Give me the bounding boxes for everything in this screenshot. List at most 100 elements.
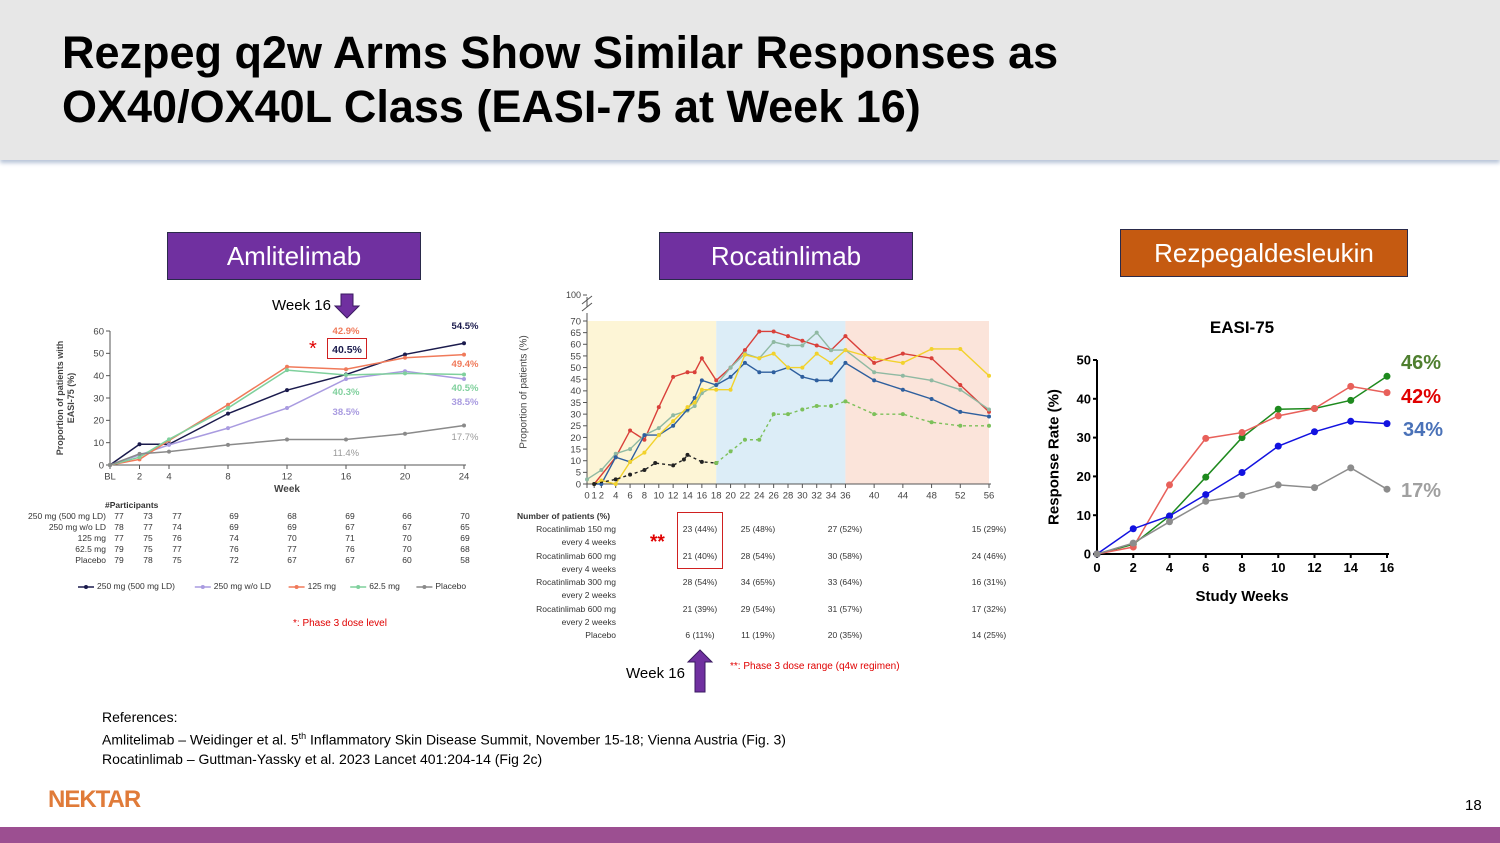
data-point bbox=[786, 343, 790, 348]
data-point bbox=[167, 449, 171, 454]
x-tick-label: 8 bbox=[1238, 560, 1245, 575]
y-tick-label: 0 bbox=[1084, 547, 1091, 562]
data-point bbox=[742, 360, 747, 365]
data-point bbox=[167, 442, 171, 447]
label-625-w16: 40.3% bbox=[332, 387, 360, 398]
y-tick-label: 100 bbox=[566, 290, 581, 300]
data-point bbox=[285, 388, 289, 393]
data-point bbox=[929, 397, 934, 402]
data-point bbox=[681, 457, 686, 462]
data-point bbox=[137, 442, 142, 447]
data-point bbox=[653, 461, 658, 466]
participants-cell: 74 bbox=[229, 533, 239, 543]
data-point bbox=[1383, 485, 1391, 493]
roca-cell: 21 (39%) bbox=[682, 603, 718, 614]
data-point bbox=[1166, 512, 1173, 520]
data-point bbox=[929, 420, 934, 425]
participants-cell: 68 bbox=[287, 511, 297, 521]
participants-cell: 69 bbox=[287, 522, 297, 532]
data-point bbox=[613, 455, 618, 460]
data-point bbox=[900, 412, 905, 417]
rezpeg-header: Rezpegaldesleukin bbox=[1120, 229, 1408, 277]
data-point bbox=[843, 334, 848, 339]
data-point bbox=[829, 360, 834, 365]
roca-cell: 29 (54%) bbox=[740, 603, 776, 614]
x-tick-label: 22 bbox=[740, 491, 751, 502]
page-number: 18 bbox=[1465, 797, 1482, 814]
x-tick-label: BL bbox=[104, 472, 116, 483]
x-tick-label: 34 bbox=[826, 491, 837, 502]
data-point bbox=[872, 412, 877, 417]
x-tick-label: 1 bbox=[592, 491, 597, 502]
x-tick-label: 2 bbox=[1130, 560, 1137, 575]
data-point bbox=[786, 365, 790, 370]
y-tick-label: 50 bbox=[93, 349, 104, 360]
data-point bbox=[1274, 412, 1282, 420]
participants-cell: 67 bbox=[345, 522, 355, 532]
rez-x-label: Study Weeks bbox=[1195, 588, 1289, 605]
y-tick-label: 60 bbox=[93, 326, 104, 337]
series-line-250-mg-w-o-ld bbox=[109, 370, 465, 466]
data-point bbox=[656, 433, 661, 438]
y-tick-label: 55 bbox=[570, 351, 581, 362]
data-point bbox=[462, 423, 466, 428]
data-point bbox=[829, 378, 834, 383]
data-point bbox=[285, 364, 289, 369]
x-tick-label: 2 bbox=[599, 491, 604, 502]
data-point bbox=[800, 374, 805, 379]
y-tick-label: 45 bbox=[570, 375, 581, 386]
participants-cell: 78 bbox=[114, 522, 124, 532]
x-tick-label: 4 bbox=[166, 472, 171, 483]
data-point bbox=[742, 352, 747, 357]
series-line-62-5-mg bbox=[109, 369, 465, 466]
rez-end-label-blue: 34% bbox=[1403, 419, 1444, 441]
roca-cell: 31 (57%) bbox=[827, 603, 863, 614]
roca-row-label: Rocatinlimab 600 mg bbox=[536, 550, 616, 561]
participants-cell: 70 bbox=[402, 533, 412, 543]
x-tick-label: 10 bbox=[653, 491, 664, 502]
data-point bbox=[699, 387, 704, 392]
series-line-gray bbox=[1096, 467, 1388, 555]
legend-marker bbox=[356, 585, 361, 589]
up-arrow-icon bbox=[686, 649, 714, 693]
x-tick-label: 28 bbox=[783, 491, 794, 502]
participants-cell: 65 bbox=[460, 522, 470, 532]
series-line-placebo bbox=[109, 424, 465, 466]
legend-marker bbox=[84, 585, 88, 589]
x-tick-label: 48 bbox=[926, 491, 937, 502]
data-point bbox=[628, 459, 633, 464]
participants-cell: 77 bbox=[143, 522, 153, 532]
x-tick-label: 30 bbox=[797, 491, 808, 502]
participants-cell: 79 bbox=[114, 555, 124, 565]
data-point bbox=[742, 348, 747, 353]
legend-marker bbox=[422, 585, 427, 589]
y-tick-label: 15 bbox=[570, 444, 581, 455]
data-point bbox=[1166, 518, 1173, 526]
series-line-125-mg bbox=[109, 353, 465, 466]
data-point bbox=[757, 329, 762, 334]
label-250ld-w24: 54.5% bbox=[451, 321, 479, 332]
x-tick-label: 24 bbox=[754, 491, 765, 502]
data-point bbox=[1347, 464, 1355, 472]
y-tick-label: 50 bbox=[570, 363, 581, 374]
data-point bbox=[403, 371, 407, 376]
data-point bbox=[692, 395, 697, 400]
data-point bbox=[656, 405, 661, 410]
label-250wo-w16: 38.5% bbox=[332, 407, 360, 418]
data-point bbox=[728, 374, 733, 379]
amli-y-label: Proportion of patients with EASI-75 (%) bbox=[55, 340, 76, 456]
participants-cell: 74 bbox=[172, 522, 182, 532]
data-point bbox=[1347, 382, 1355, 390]
x-tick-label: 0 bbox=[584, 491, 589, 502]
data-point bbox=[1311, 484, 1318, 492]
title-line-2: OX40/OX40L Class (EASI-75 at Week 16) bbox=[62, 81, 921, 132]
data-point bbox=[786, 334, 790, 339]
x-tick-label: 32 bbox=[811, 491, 822, 502]
week16-label-roca: Week 16 bbox=[626, 665, 685, 682]
x-tick-label: 8 bbox=[642, 491, 647, 502]
data-point bbox=[1202, 497, 1210, 505]
participants-cell: 71 bbox=[345, 533, 355, 543]
legend-label: 250 mg w/o LD bbox=[213, 581, 271, 591]
data-point bbox=[843, 348, 848, 353]
down-arrow-icon bbox=[333, 293, 361, 319]
